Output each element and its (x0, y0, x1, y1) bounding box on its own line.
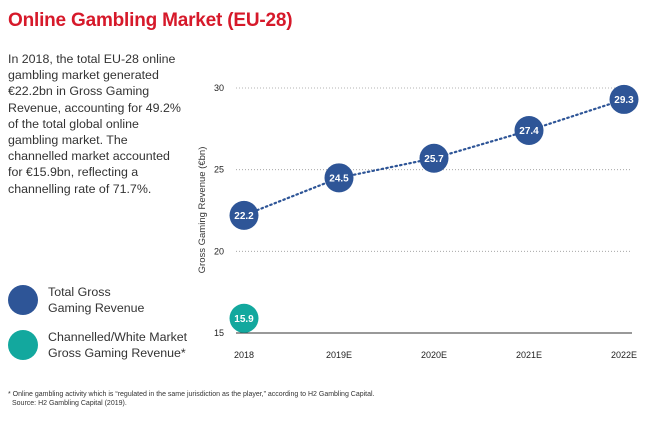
x-tick-labels: 2018 2019E 2020E 2021E 2022E (234, 350, 637, 360)
legend-label-channelled-line1: Channelled/White Market (48, 330, 188, 344)
data-label-0-2018: 22.2 (234, 211, 254, 222)
data-point-1-2018 (229, 303, 259, 333)
data-label-1-2018: 15.9 (234, 314, 254, 325)
x-tick-label-2020E: 2020E (421, 350, 447, 360)
y-tick-label-30: 30 (214, 83, 224, 93)
data-label-0-2022E: 29.3 (614, 95, 634, 106)
data-point-0-2019E (324, 163, 354, 193)
y-tick-labels: 15 20 25 30 (214, 83, 224, 338)
data-label-0-2020E: 25.7 (424, 154, 444, 165)
data-point-0-2021E (514, 115, 544, 145)
y-tick-label-25: 25 (214, 165, 224, 175)
x-tick-label-2022E: 2022E (611, 350, 637, 360)
series-layer: 22.2 24.5 25.7 27.4 29.3 15.9 (229, 84, 639, 333)
footnote-line1: * Online gambling activity which is “reg… (8, 391, 375, 398)
y-tick-label-20: 20 (214, 246, 224, 256)
y-tick-label-15: 15 (214, 328, 224, 338)
legend-item-channelled: Channelled/White Market Gross Gaming Rev… (8, 329, 187, 361)
legend-item-total: Total Gross Gaming Revenue (8, 284, 144, 316)
y-axis-label: Gross Gaming Revenue (€bn) (197, 147, 208, 274)
data-label-0-2021E: 27.4 (519, 126, 539, 137)
legend-label-channelled-line2: Gross Gaming Revenue* (48, 346, 186, 360)
footnote-source: Source: H2 Gambling Capital (2019). (12, 400, 127, 407)
data-point-0-2022E (609, 84, 639, 114)
legend-swatch-total (8, 285, 38, 315)
x-tick-label-2019E: 2019E (326, 350, 352, 360)
data-point-0-2020E (419, 143, 449, 173)
data-point-0-2018 (229, 200, 259, 230)
legend-swatch-channelled (8, 330, 38, 360)
data-label-0-2019E: 24.5 (329, 173, 349, 184)
chart-title: Online Gambling Market (EU-28) (8, 10, 293, 31)
legend-label-total: Total Gross Gaming Revenue (48, 284, 144, 316)
description-text: In 2018, the total EU-28 online gambling… (8, 52, 181, 196)
legend-label-total-line1: Total Gross (48, 285, 111, 299)
x-tick-label-2021E: 2021E (516, 350, 542, 360)
footnote: * Online gambling activity which is “reg… (8, 390, 375, 408)
legend-label-channelled: Channelled/White Market Gross Gaming Rev… (48, 329, 187, 361)
x-tick-label-2018: 2018 (234, 350, 254, 360)
legend-label-total-line2: Gaming Revenue (48, 301, 145, 315)
